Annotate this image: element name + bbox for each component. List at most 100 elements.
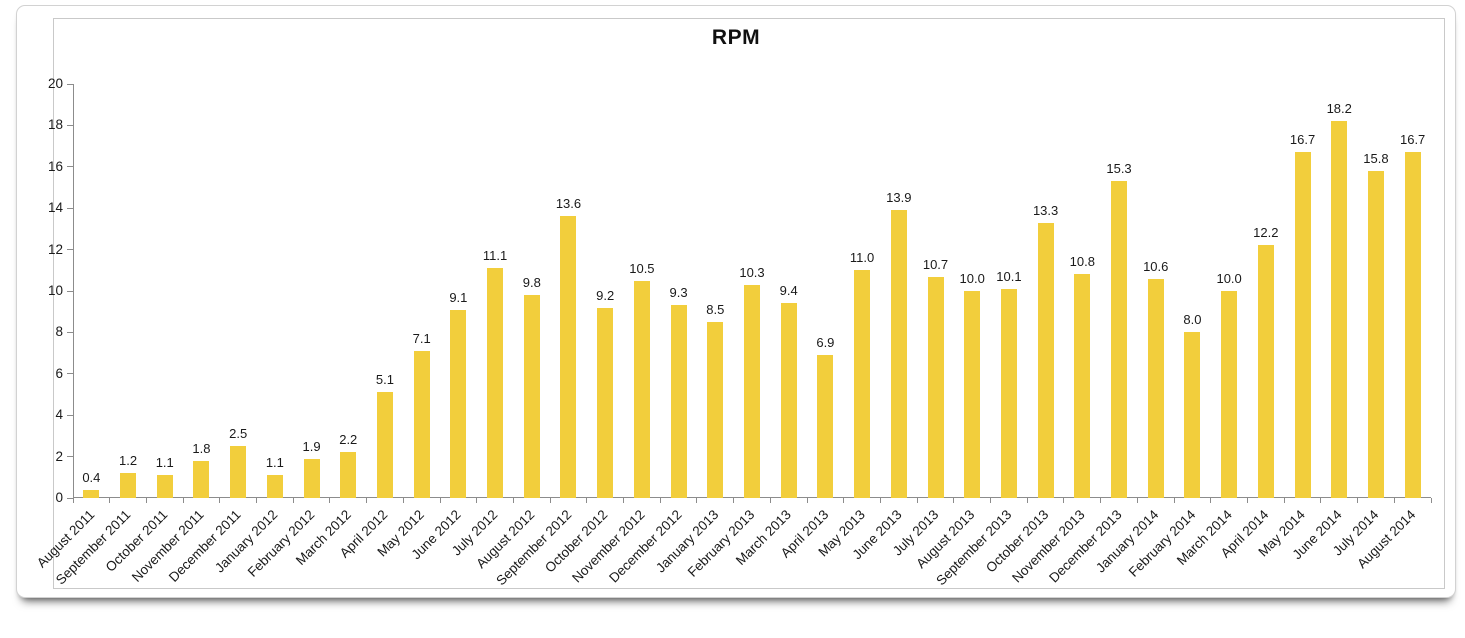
y-axis-line xyxy=(73,84,74,498)
bar-value-label: 10.5 xyxy=(629,260,655,276)
bar-value-label: 13.6 xyxy=(555,196,582,212)
bar xyxy=(854,270,871,498)
y-axis-tick xyxy=(67,124,73,126)
bar-value-label: 13.9 xyxy=(886,190,912,206)
bar xyxy=(266,475,283,498)
x-axis-tick xyxy=(1320,498,1322,503)
x-axis-tick xyxy=(512,498,514,503)
y-axis-tick-label: 2 xyxy=(55,448,63,464)
bar xyxy=(597,307,614,498)
x-axis-tick xyxy=(219,498,221,503)
x-axis-tick xyxy=(1430,498,1432,503)
bar xyxy=(1037,222,1054,498)
bar-value-label: 1.8 xyxy=(192,440,211,456)
bar xyxy=(744,284,760,498)
bar xyxy=(1294,152,1311,498)
y-axis-tick xyxy=(67,290,73,292)
x-axis-tick xyxy=(292,498,294,503)
y-axis-tick-label: 20 xyxy=(47,76,63,91)
bar-value-label: 6.9 xyxy=(816,335,835,351)
chart-title: RPM xyxy=(711,26,761,49)
bar xyxy=(1331,121,1348,498)
bar xyxy=(376,392,393,498)
bar-value-label: 12.2 xyxy=(1253,225,1279,241)
plot-area: 0 2 4 6 8 10 12 14 16 18 20 0.4 August 2011 1.2 Septem… xyxy=(33,76,1432,588)
x-axis-tick xyxy=(1357,498,1359,503)
bar xyxy=(560,216,577,498)
bar xyxy=(1404,152,1421,498)
x-axis-tick xyxy=(476,498,478,503)
bar-value-label: 10.3 xyxy=(739,264,765,280)
y-axis-tick-label: 8 xyxy=(55,324,63,340)
y-axis-tick xyxy=(67,456,73,458)
bar-value-label: 1.9 xyxy=(302,438,321,454)
x-axis-tick xyxy=(1100,498,1102,503)
y-axis-tick xyxy=(67,207,73,209)
x-axis-tick xyxy=(1210,498,1212,503)
y-axis-tick-label: 0 xyxy=(55,490,63,505)
bar xyxy=(964,291,981,498)
bar xyxy=(1257,245,1274,498)
x-axis-tick xyxy=(879,498,881,503)
x-axis-tick xyxy=(549,498,551,503)
x-axis-tick xyxy=(182,498,184,503)
bar xyxy=(120,473,137,498)
bar xyxy=(1147,278,1164,498)
bar xyxy=(890,210,907,498)
bar xyxy=(1000,288,1017,498)
bar xyxy=(1111,181,1128,498)
y-axis-tick xyxy=(67,414,73,416)
y-axis-tick-label: 16 xyxy=(47,158,63,174)
y-axis-tick-label: 12 xyxy=(47,241,63,257)
bar-value-label: 10.6 xyxy=(1143,258,1169,274)
y-axis-tick xyxy=(67,331,73,333)
bar-value-label: 11.1 xyxy=(482,248,508,264)
bar-value-label: 11.0 xyxy=(849,250,875,266)
bar-value-label: 9.4 xyxy=(779,283,798,299)
bar xyxy=(340,452,357,498)
x-axis-tick xyxy=(256,498,257,503)
bar-value-label: 9.2 xyxy=(596,287,615,303)
bar-value-label: 8.0 xyxy=(1183,312,1202,328)
bar-value-label: 7.1 xyxy=(412,331,431,347)
bar-value-label: 9.3 xyxy=(669,285,688,301)
bar xyxy=(83,489,100,498)
y-axis-tick xyxy=(67,249,73,251)
bar-value-label: 16.7 xyxy=(1399,132,1426,148)
x-axis-tick xyxy=(329,498,331,503)
x-axis-tick xyxy=(366,498,368,503)
x-axis-tick xyxy=(733,498,735,503)
bar-value-label: 16.7 xyxy=(1289,132,1316,148)
bar-value-label: 2.2 xyxy=(339,432,358,448)
bar xyxy=(633,280,650,498)
bar xyxy=(670,305,687,498)
y-axis-tick-label: 4 xyxy=(55,407,63,423)
x-axis-tick xyxy=(1026,498,1028,503)
y-axis-tick xyxy=(67,373,73,375)
x-axis-tick xyxy=(953,498,955,503)
y-axis-tick-label: 6 xyxy=(55,365,63,381)
x-axis-tick xyxy=(439,498,441,503)
bar-value-label: 9.8 xyxy=(522,275,541,291)
bar xyxy=(303,458,320,498)
bar-value-label: 8.5 xyxy=(706,302,725,318)
bar xyxy=(487,268,504,498)
y-axis-tick xyxy=(67,83,73,85)
x-axis-tick xyxy=(990,498,992,503)
x-axis-tick xyxy=(402,498,404,503)
bar-value-label: 18.2 xyxy=(1326,101,1352,117)
y-axis-tick-label: 18 xyxy=(47,117,63,133)
bar-value-label: 1.2 xyxy=(119,453,138,469)
bar-value-label: 9.1 xyxy=(449,289,468,305)
bar xyxy=(523,295,540,498)
bar-value-label: 13.3 xyxy=(1032,202,1059,218)
bar xyxy=(780,303,797,498)
bar xyxy=(193,460,210,498)
bar xyxy=(927,276,944,498)
x-axis-tick xyxy=(72,498,74,503)
y-axis-tick-label: 10 xyxy=(47,283,63,298)
x-axis-tick xyxy=(659,498,661,503)
bar xyxy=(1221,291,1238,498)
x-axis-tick xyxy=(1136,498,1138,503)
bar-value-label: 10.0 xyxy=(1216,271,1242,286)
